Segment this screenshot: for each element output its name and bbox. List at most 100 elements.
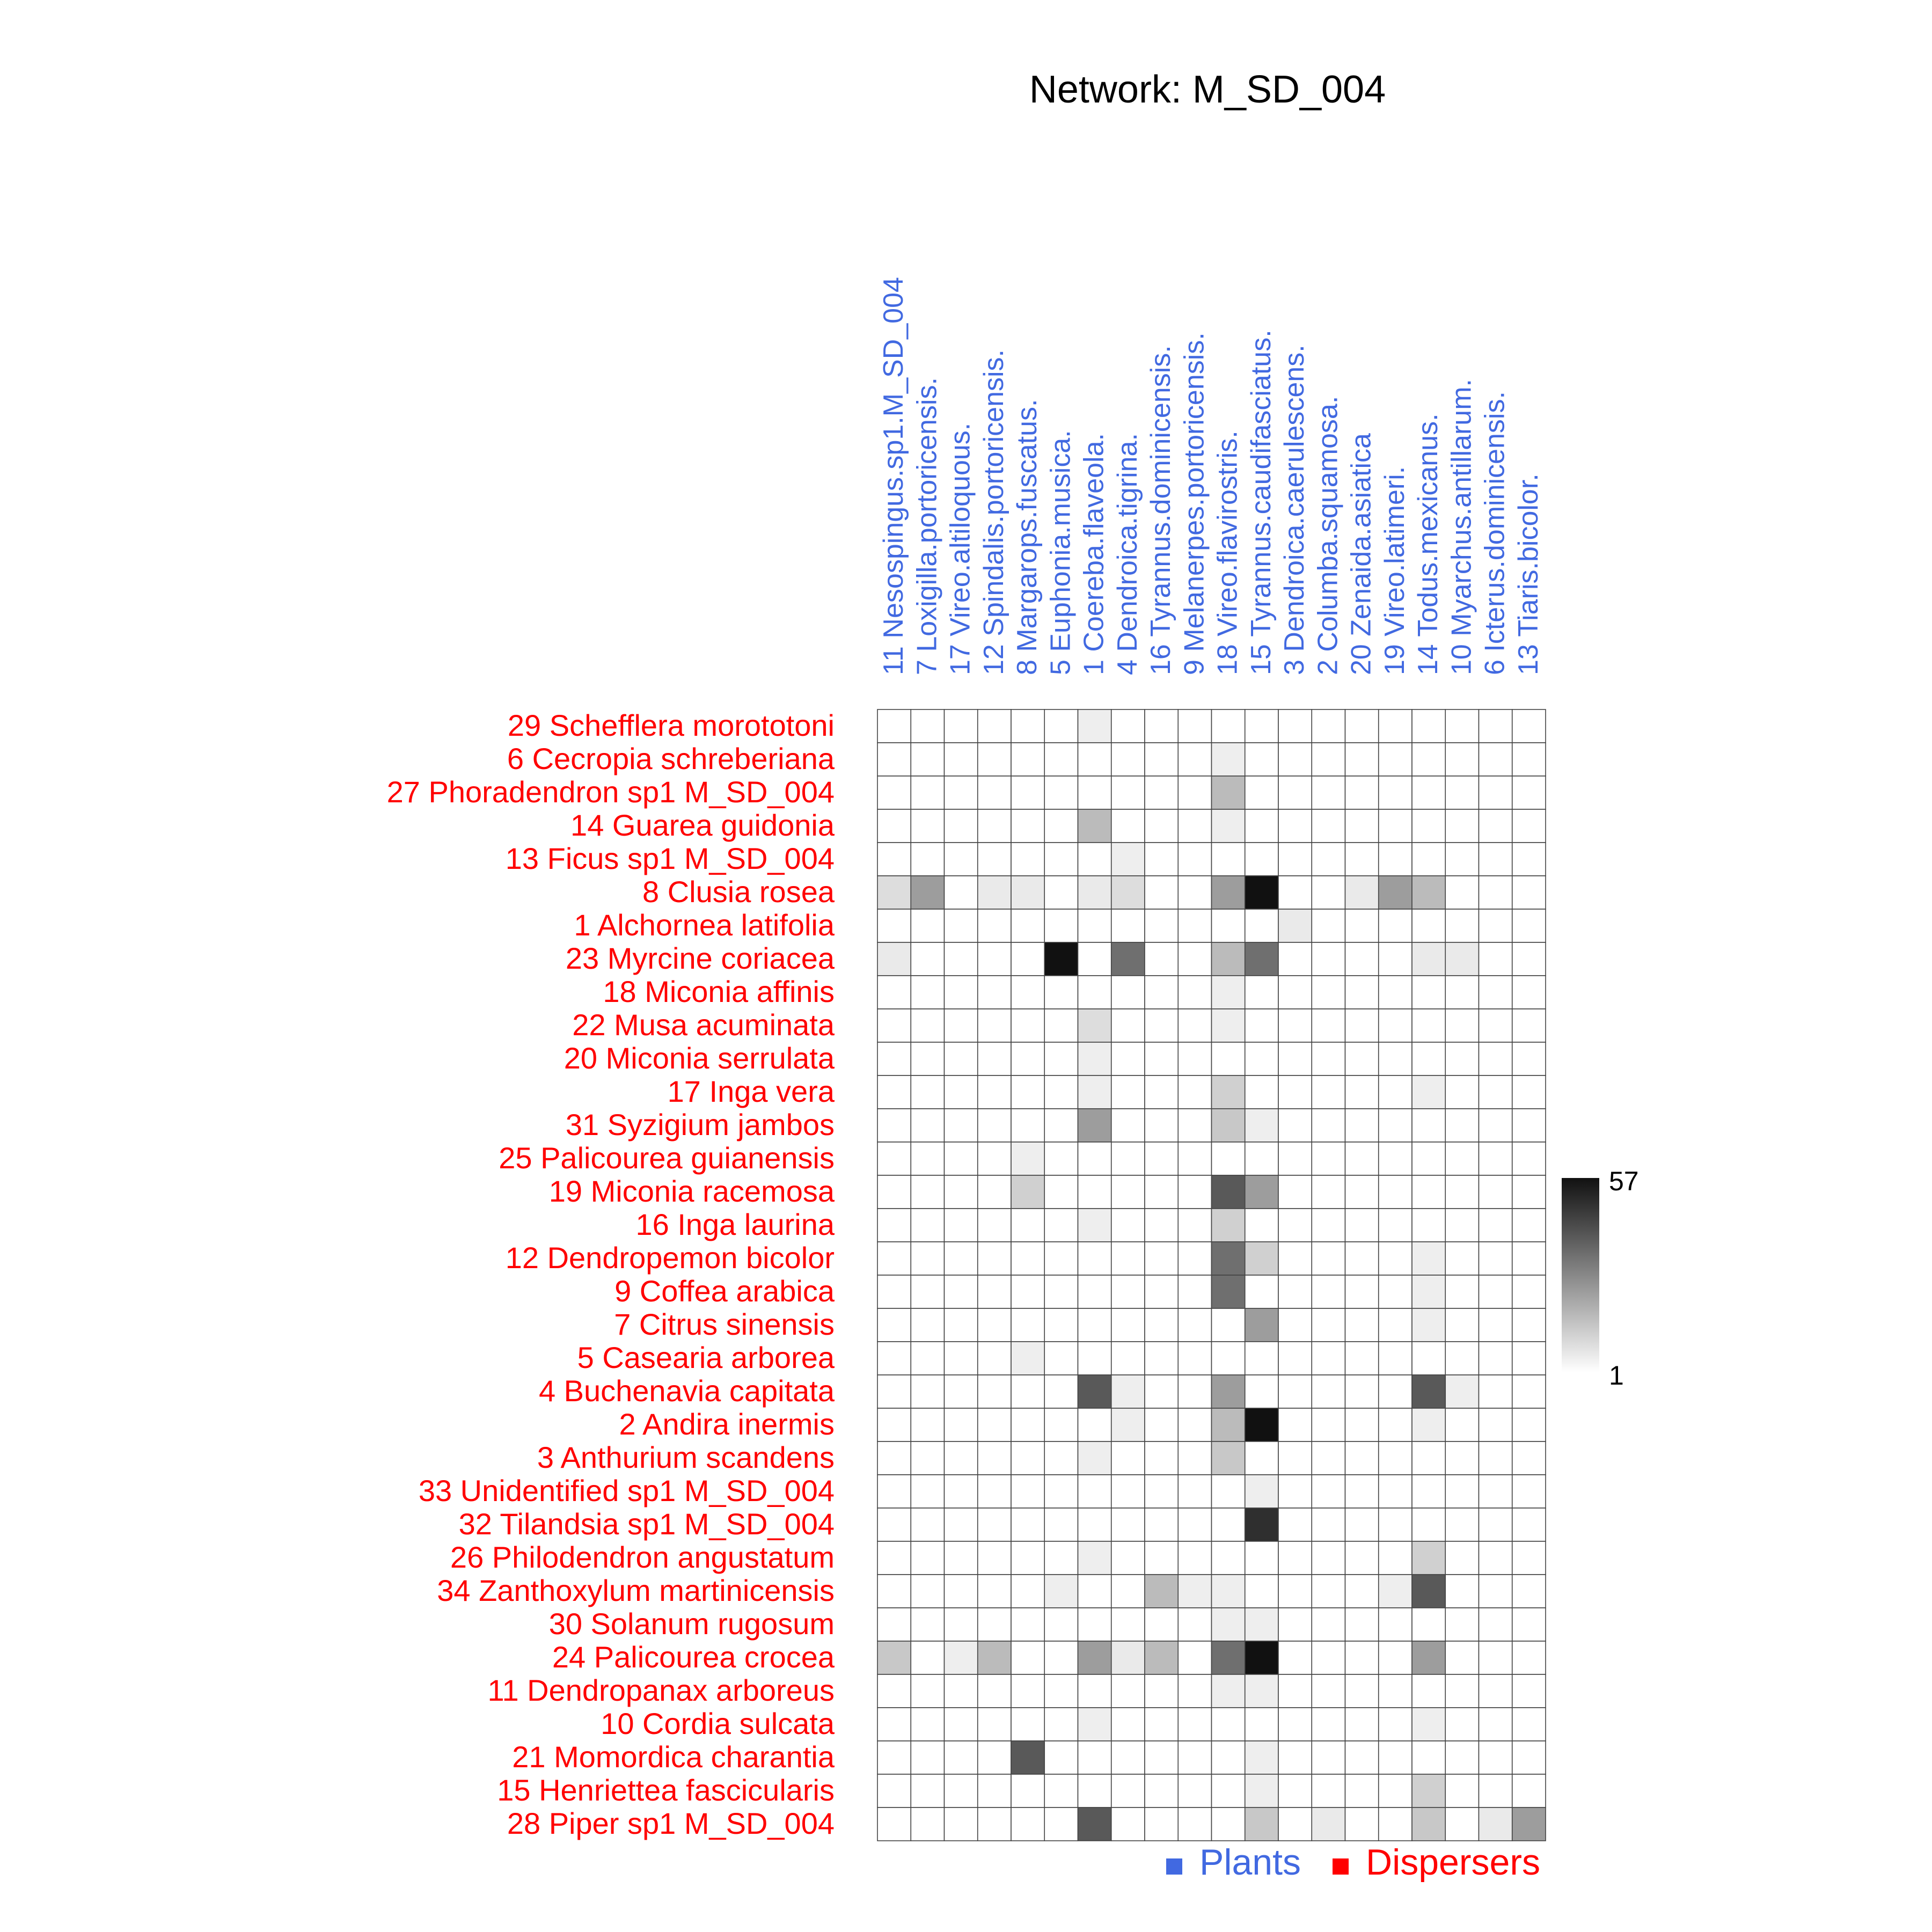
heatmap-cell	[1044, 1042, 1079, 1076]
heatmap-cell	[910, 1674, 945, 1708]
heatmap-cell	[943, 1408, 978, 1442]
heatmap-cell	[1177, 775, 1212, 810]
heatmap-cell	[1344, 1275, 1379, 1309]
heatmap-cell	[1044, 775, 1079, 810]
heatmap-cell	[1311, 1108, 1346, 1143]
heatmap-cell	[1344, 1042, 1379, 1076]
heatmap-cell	[1177, 1308, 1212, 1342]
heatmap-cell	[1378, 1241, 1413, 1276]
heatmap-cell	[1278, 1141, 1313, 1176]
heatmap-cell	[1110, 1341, 1145, 1375]
heatmap-cell	[1478, 1607, 1513, 1642]
heatmap-cell	[877, 909, 912, 943]
heatmap-cell	[1411, 1175, 1446, 1209]
heatmap-cell	[1478, 1008, 1513, 1043]
heatmap-cell	[1177, 1607, 1212, 1642]
colorbar-max-label: 57	[1609, 1166, 1639, 1196]
heatmap-cell	[1511, 1308, 1546, 1342]
heatmap-cell	[1144, 1674, 1179, 1708]
heatmap-cell	[1044, 1075, 1079, 1109]
heatmap-cell	[977, 1607, 1012, 1642]
heatmap-cell	[1077, 1541, 1112, 1575]
column-label: 5 Euphonia.musica.	[1045, 430, 1076, 675]
row-label: 23 Myrcine coriacea	[566, 941, 835, 975]
heatmap-cell	[1177, 742, 1212, 777]
heatmap-cell	[877, 1707, 912, 1741]
heatmap-cell	[1478, 1408, 1513, 1442]
heatmap-cell	[1511, 942, 1546, 976]
heatmap-cell	[1244, 942, 1279, 976]
heatmap-cell	[977, 1141, 1012, 1176]
heatmap-cell	[1177, 975, 1212, 1009]
heatmap-cell	[943, 1474, 978, 1509]
heatmap-cell	[1311, 1241, 1346, 1276]
heatmap-cell	[1478, 1674, 1513, 1708]
heatmap-cell	[1478, 775, 1513, 810]
heatmap-cell	[1311, 842, 1346, 876]
heatmap-cell	[1511, 1042, 1546, 1076]
heatmap-cell	[1278, 1807, 1313, 1841]
heatmap-cell	[1110, 809, 1145, 843]
heatmap-cell	[1445, 1408, 1480, 1442]
heatmap-cell	[943, 1075, 978, 1109]
heatmap-cell	[943, 1441, 978, 1475]
heatmap-cell	[1211, 1075, 1246, 1109]
heatmap-cell	[943, 1374, 978, 1409]
heatmap-cell	[1077, 1108, 1112, 1143]
heatmap-cell	[1011, 1175, 1045, 1209]
heatmap-cell	[877, 1474, 912, 1509]
heatmap-cell	[1044, 909, 1079, 943]
heatmap-cell	[877, 809, 912, 843]
heatmap-cell	[1478, 1175, 1513, 1209]
heatmap-cell	[1278, 1474, 1313, 1509]
heatmap-cell	[1411, 1607, 1446, 1642]
heatmap-cell	[910, 1574, 945, 1608]
heatmap-cell	[1278, 1042, 1313, 1076]
column-label: 8 Margarops.fuscatus.	[1012, 399, 1043, 675]
heatmap-cell	[1110, 1042, 1145, 1076]
heatmap-cell	[1344, 1241, 1379, 1276]
heatmap-cell	[1378, 1740, 1413, 1775]
heatmap-cell	[1445, 1541, 1480, 1575]
heatmap-cell	[977, 1008, 1012, 1043]
heatmap-cell	[1244, 1275, 1279, 1309]
heatmap-cell	[877, 1641, 912, 1675]
heatmap-cell	[877, 1008, 912, 1043]
heatmap-cell	[1278, 1108, 1313, 1143]
heatmap-cell	[1211, 909, 1246, 943]
heatmap-cell	[1478, 1774, 1513, 1808]
heatmap-cell	[1044, 1374, 1079, 1409]
heatmap-cell	[1411, 1674, 1446, 1708]
row-label: 33 Unidentified sp1 M_SD_004	[419, 1474, 835, 1507]
heatmap-cell	[1478, 1641, 1513, 1675]
heatmap-cell	[1077, 1374, 1112, 1409]
colorbar-min-label: 1	[1609, 1360, 1624, 1391]
heatmap-cell	[877, 1441, 912, 1475]
heatmap-cell	[1445, 942, 1480, 976]
heatmap-cell	[1110, 1075, 1145, 1109]
heatmap-cell	[1110, 1574, 1145, 1608]
heatmap-cell	[1445, 875, 1480, 910]
row-label: 29 Schefflera morototoni	[508, 708, 835, 742]
heatmap-cell	[1011, 1607, 1045, 1642]
heatmap-cell	[977, 1707, 1012, 1741]
heatmap-cell	[1411, 909, 1446, 943]
heatmap-cell	[1445, 742, 1480, 777]
heatmap-cell	[1378, 1275, 1413, 1309]
heatmap-cell	[977, 842, 1012, 876]
heatmap-cell	[943, 709, 978, 743]
heatmap-cell	[1077, 1008, 1112, 1043]
heatmap-cell	[1411, 975, 1446, 1009]
heatmap-cell	[1344, 1641, 1379, 1675]
heatmap-cell	[1478, 842, 1513, 876]
heatmap-cell	[1077, 742, 1112, 777]
heatmap-cell	[1110, 1674, 1145, 1708]
heatmap-cell	[1278, 1541, 1313, 1575]
heatmap-cell	[1311, 775, 1346, 810]
heatmap-cell	[1511, 1075, 1546, 1109]
heatmap-cell	[977, 1042, 1012, 1076]
heatmap-cell	[1211, 1108, 1246, 1143]
row-label: 13 Ficus sp1 M_SD_004	[506, 841, 835, 875]
heatmap-cell	[877, 1241, 912, 1276]
heatmap-cell	[977, 1674, 1012, 1708]
